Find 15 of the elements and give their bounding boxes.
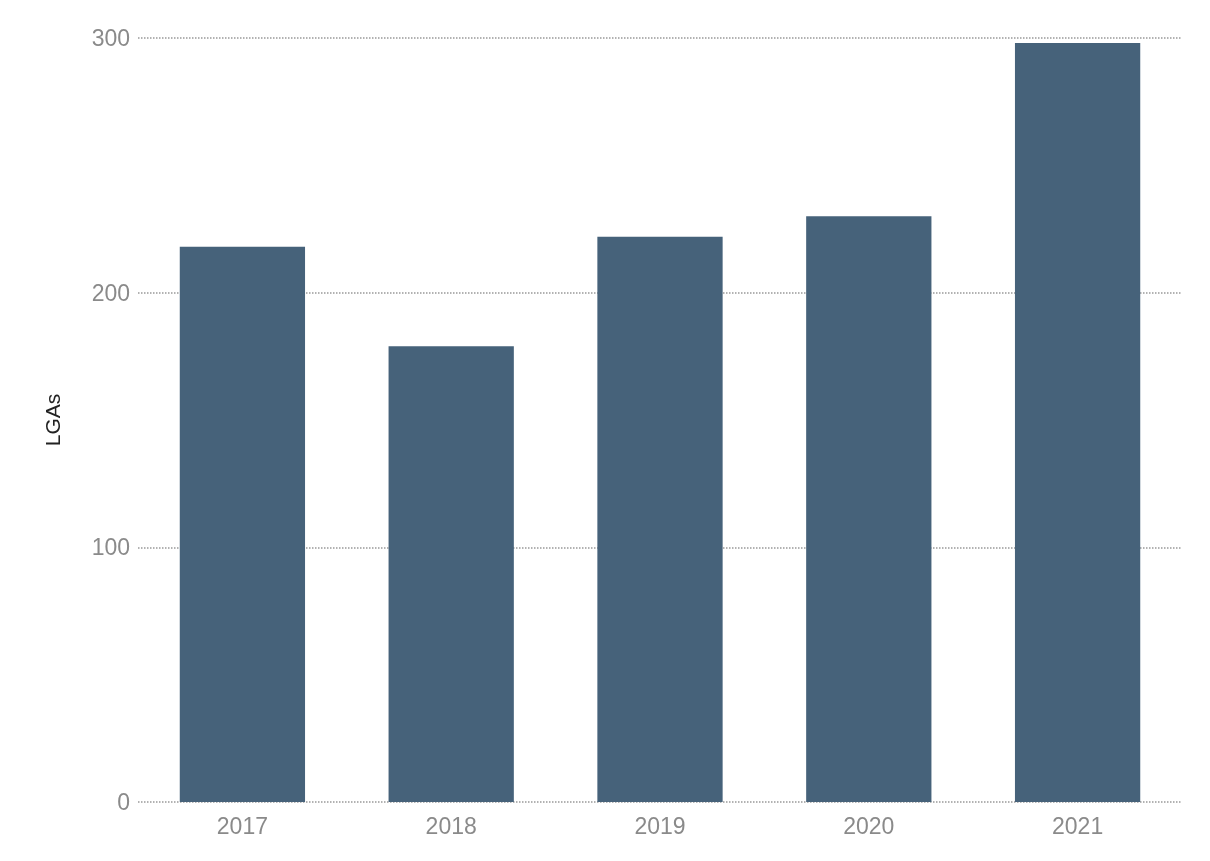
- bar: [179, 246, 306, 802]
- y-tick-label: 0: [117, 789, 130, 815]
- bar: [806, 216, 932, 802]
- x-tick-label: 2018: [425, 812, 477, 839]
- x-tick-label: 2019: [634, 812, 686, 839]
- bar: [1014, 43, 1141, 802]
- x-tick-label: 2020: [843, 812, 895, 839]
- y-tick-label: 100: [91, 534, 130, 561]
- y-tick-label: 200: [91, 279, 130, 306]
- x-tick-label: 2021: [1052, 812, 1104, 839]
- bar: [597, 236, 723, 802]
- y-axis-title: LGAs: [41, 393, 64, 447]
- y-tick-label: 300: [91, 25, 130, 51]
- x-tick-label: 2017: [216, 812, 268, 839]
- bar: [388, 346, 514, 802]
